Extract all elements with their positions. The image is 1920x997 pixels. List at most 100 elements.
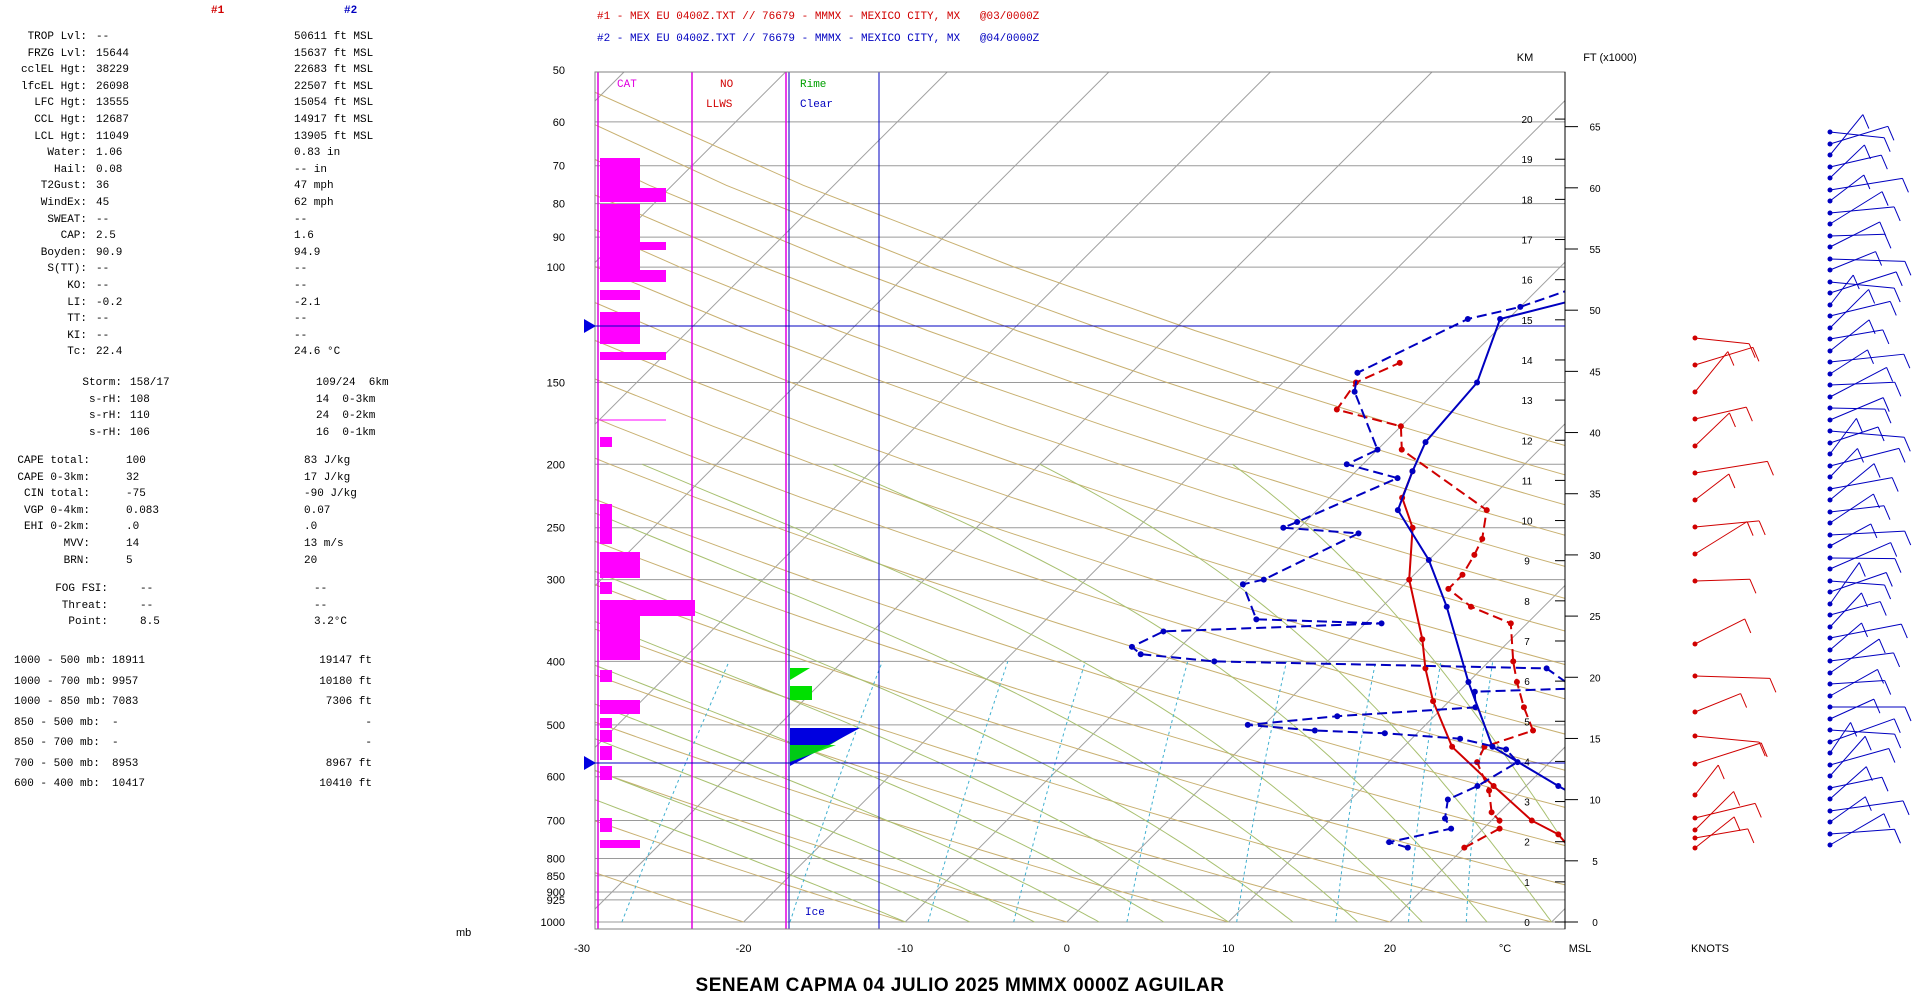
clear-label: Clear xyxy=(800,99,833,111)
sounding-point-4 xyxy=(1471,688,1478,695)
stat-value-1: 0.08 xyxy=(96,163,123,176)
stat-label: 850 - 500 mb: xyxy=(14,716,100,729)
wind-barb-2-shaft xyxy=(1829,125,1889,145)
wind-barb-2-shaft xyxy=(1829,381,1895,386)
wind-barb-2-shaft xyxy=(1829,300,1891,317)
wind-barb-2-feather xyxy=(1894,829,1901,844)
pressure-tick-label: 90 xyxy=(553,232,565,244)
wind-barb-2-feather xyxy=(1890,542,1898,557)
stat-value-1: 108 xyxy=(130,393,150,406)
sounding-point-2 xyxy=(1479,535,1486,542)
wind-barb-2-feather xyxy=(1877,426,1885,442)
wind-barb-2-feather xyxy=(1901,178,1909,193)
isotherm-line xyxy=(1228,584,1565,923)
sounding-point-3 xyxy=(1394,507,1401,514)
stat-value-2: .0 xyxy=(304,521,318,534)
wind-barb-2-feather xyxy=(1861,622,1869,638)
temperature-tick-label: 0 xyxy=(1064,943,1070,955)
temperature-axis-unit: °C xyxy=(1499,943,1511,955)
stat-label: KO: xyxy=(67,280,87,292)
stat-value-2: - xyxy=(365,737,372,749)
stat-value-1: 9957 xyxy=(112,675,139,688)
wind-barb-2-feather xyxy=(1884,408,1892,424)
sounding-point-4 xyxy=(1280,524,1287,531)
wind-barb-2-shaft xyxy=(1829,329,1883,340)
stat-value-1: 13555 xyxy=(96,97,130,110)
pressure-tick-label: 700 xyxy=(547,816,565,828)
sounding-point-4 xyxy=(1464,315,1471,322)
sounding-point-4 xyxy=(1543,665,1550,672)
sounding-point-2 xyxy=(1530,727,1537,734)
km-tick-label: 20 xyxy=(1521,115,1533,126)
wind-barb-2-feather xyxy=(1883,137,1891,152)
stat-value-1: 106 xyxy=(130,426,150,439)
ft-tick-label: 60 xyxy=(1589,184,1601,195)
stat-value-1: - xyxy=(112,716,119,729)
stat-label: T2Gust: xyxy=(40,180,87,193)
stat-value-2: -- xyxy=(314,583,328,595)
wind-barb-2-feather xyxy=(1884,234,1892,249)
wind-barb-2-shaft xyxy=(1829,319,1870,352)
km-tick-label: 14 xyxy=(1521,356,1533,367)
wind-barb-1-feather xyxy=(1727,351,1735,366)
sounding-point-4 xyxy=(1374,446,1381,453)
stat-label: S(TT): xyxy=(47,263,87,276)
dry-adiabat xyxy=(595,302,1565,632)
llws-label: LLWS xyxy=(706,99,733,111)
sounding-point-4 xyxy=(1160,628,1167,635)
stat-value-1: 12687 xyxy=(96,114,130,126)
temperature-tick-label: -30 xyxy=(574,943,590,955)
sounding-point-4 xyxy=(1311,727,1318,734)
sounding-point-3 xyxy=(1443,603,1450,610)
stat-value-2: 24 0-2km xyxy=(316,410,376,423)
wind-barb-2-feather xyxy=(1894,558,1902,573)
wind-barb-2-feather xyxy=(1883,505,1891,520)
cat-turbulence-bar xyxy=(600,700,640,714)
wind-barb-2-shaft xyxy=(1829,530,1905,536)
stat-label: CAPE total: xyxy=(17,455,90,467)
wind-barb-2-shaft xyxy=(1829,729,1895,735)
stat-value-1: 32 xyxy=(126,471,140,484)
wind-barb-2-feather xyxy=(1882,329,1890,345)
wind-barb-2-shaft xyxy=(1829,289,1869,329)
stat-value-2: 15637 ft MSL xyxy=(294,47,374,60)
sounding-point-1 xyxy=(1409,524,1416,531)
ft-tick-label: 0 xyxy=(1592,918,1598,929)
km-tick-label: 13 xyxy=(1521,396,1533,407)
wind-barb-1-feather xyxy=(1748,343,1756,358)
sounding-point-3 xyxy=(1618,818,1624,824)
cat-turbulence-bar xyxy=(600,766,612,780)
stat-value-2: 13 m/s xyxy=(304,538,344,550)
isotherm-line xyxy=(1551,907,1565,923)
wind-barb-2-feather xyxy=(1863,174,1871,190)
wind-barb-1-shaft xyxy=(1694,742,1762,765)
wind-barb-2-shaft xyxy=(1829,154,1882,168)
wind-barb-2-feather xyxy=(1887,126,1895,141)
wind-barb-1-feather xyxy=(1745,406,1753,422)
pressure-tick-label: 850 xyxy=(547,871,565,883)
wind-barb-2-feather xyxy=(1893,718,1901,734)
mixing-ratio-line xyxy=(1236,661,1288,923)
stat-label: CIN total: xyxy=(23,488,90,501)
wind-barb-2-feather xyxy=(1886,367,1894,382)
sounding-point-4 xyxy=(1294,518,1301,525)
cat-turbulence-bar xyxy=(600,648,640,660)
cat-turbulence-bar xyxy=(600,746,612,760)
ft-tick-label: 20 xyxy=(1589,673,1601,684)
wind-barb-2-feather xyxy=(1855,418,1863,433)
wind-barb-2-feather xyxy=(1885,572,1893,587)
wind-barb-2-shaft xyxy=(1829,418,1857,455)
wind-barb-2-shaft xyxy=(1829,523,1872,547)
pressure-tick-label: 900 xyxy=(547,887,565,899)
wind-barb-2-feather xyxy=(1898,448,1906,463)
sounding-point-2 xyxy=(1483,507,1490,514)
pressure-axis-unit: mb xyxy=(456,927,471,939)
wind-barb-1-feather xyxy=(1728,473,1736,489)
tropopause-marker xyxy=(584,319,596,333)
wind-barb-1-feather xyxy=(1769,678,1777,693)
ft-tick-label: 50 xyxy=(1589,306,1601,317)
wind-barb-2-shaft xyxy=(1829,572,1887,593)
km-tick-label: 6 xyxy=(1524,677,1530,688)
wind-barb-1-shaft xyxy=(1694,828,1748,839)
